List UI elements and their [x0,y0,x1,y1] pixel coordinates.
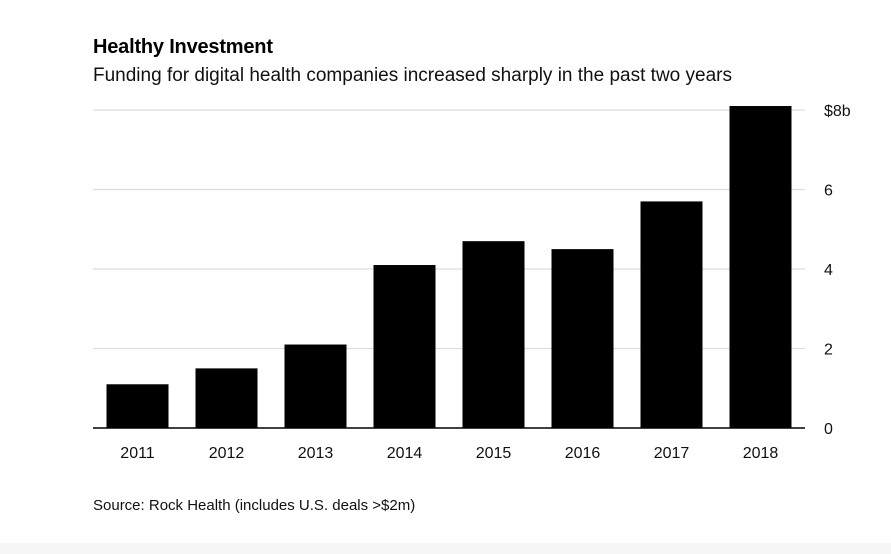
x-axis-ticks: 2011 2012 2013 2014 2015 2016 2017 2018 [120,445,778,462]
y-tick-label: $8b [824,103,851,120]
bar [373,265,436,428]
y-tick-label: 6 [824,183,833,200]
y-tick-label: 4 [824,262,833,279]
y-tick-label: 2 [824,342,833,359]
bar [729,106,792,429]
x-tick-label: 2017 [654,445,690,462]
source-note: Source: Rock Health (includes U.S. deals… [93,497,416,514]
x-tick-label: 2018 [743,445,779,462]
x-tick-label: 2013 [298,445,334,462]
x-tick-label: 2012 [209,445,245,462]
bars [106,106,792,429]
bar [462,241,525,428]
bar [195,368,258,428]
x-tick-label: 2016 [565,445,601,462]
bar [640,201,703,428]
x-tick-label: 2011 [120,445,155,462]
chart-title: Healthy Investment [93,36,273,58]
bottom-strip [0,543,891,554]
bar [284,344,347,428]
chart-subtitle: Funding for digital health companies inc… [93,65,732,86]
bar [106,384,169,428]
bar [551,249,614,428]
y-axis-ticks: 0 2 4 6 $8b [824,103,851,438]
y-tick-label: 0 [824,421,833,438]
x-tick-label: 2015 [476,445,512,462]
x-tick-label: 2014 [387,445,423,462]
